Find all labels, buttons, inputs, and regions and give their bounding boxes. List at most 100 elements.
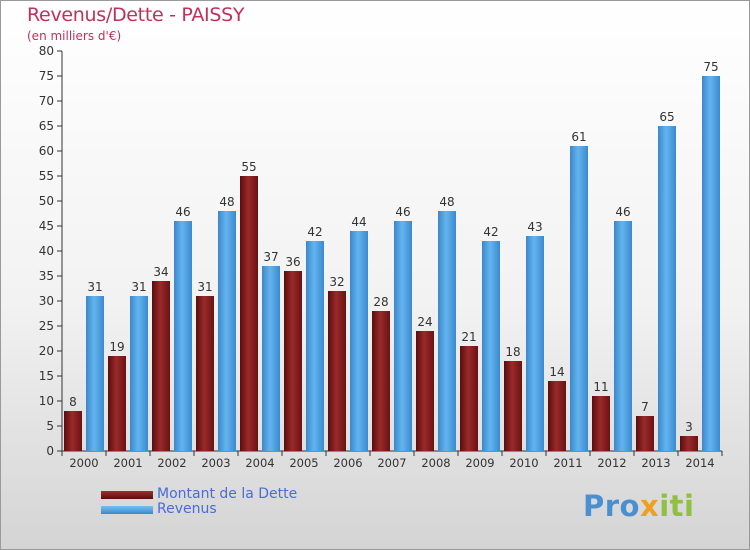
legend-swatch-revenue bbox=[101, 505, 153, 514]
bar-debt bbox=[108, 356, 126, 451]
data-label-debt: 11 bbox=[593, 380, 608, 394]
legend-item-debt: Montant de la Dette bbox=[101, 487, 297, 502]
bar-revenue bbox=[306, 241, 324, 451]
bar-debt bbox=[592, 396, 610, 451]
y-tick-label: 70 bbox=[39, 94, 54, 108]
x-tick-label: 2009 bbox=[465, 456, 494, 470]
data-label-revenue: 46 bbox=[175, 205, 190, 219]
bar-revenue bbox=[86, 296, 104, 451]
y-tick-label: 50 bbox=[39, 194, 54, 208]
data-label-revenue: 31 bbox=[131, 280, 146, 294]
y-tick-label: 40 bbox=[39, 244, 54, 258]
data-label-debt: 7 bbox=[641, 400, 649, 414]
bar-revenue bbox=[350, 231, 368, 451]
data-label-revenue: 42 bbox=[483, 225, 498, 239]
y-tick-label: 55 bbox=[39, 169, 54, 183]
y-tick-label: 15 bbox=[39, 369, 54, 383]
x-tick-label: 2010 bbox=[509, 456, 538, 470]
x-tick-label: 2014 bbox=[685, 456, 714, 470]
bar-debt bbox=[636, 416, 654, 451]
y-tick-label: 60 bbox=[39, 144, 54, 158]
data-label-revenue: 75 bbox=[703, 60, 718, 74]
y-tick-label: 20 bbox=[39, 344, 54, 358]
y-tick-label: 75 bbox=[39, 69, 54, 83]
bar-revenue bbox=[174, 221, 192, 451]
bar-debt bbox=[328, 291, 346, 451]
data-label-debt: 8 bbox=[69, 395, 77, 409]
data-label-debt: 18 bbox=[505, 345, 520, 359]
data-label-debt: 34 bbox=[153, 265, 168, 279]
bar-revenue bbox=[218, 211, 236, 451]
bar-revenue bbox=[526, 236, 544, 451]
bar-debt bbox=[64, 411, 82, 451]
x-tick-label: 2000 bbox=[69, 456, 98, 470]
x-tick-label: 2001 bbox=[113, 456, 142, 470]
x-tick-label: 2011 bbox=[553, 456, 582, 470]
bar-revenue bbox=[438, 211, 456, 451]
legend-item-revenue: Revenus bbox=[101, 502, 297, 517]
y-tick-label: 45 bbox=[39, 219, 54, 233]
logo-part-2: x bbox=[639, 489, 660, 523]
bar-debt bbox=[548, 381, 566, 451]
bar-revenue bbox=[614, 221, 632, 451]
chart-title: Revenus/Dette - PAISSY bbox=[27, 4, 245, 26]
data-label-debt: 19 bbox=[109, 340, 124, 354]
y-tick-label: 30 bbox=[39, 294, 54, 308]
x-tick-label: 2005 bbox=[289, 456, 318, 470]
bar-debt bbox=[680, 436, 698, 451]
bar-debt bbox=[372, 311, 390, 451]
x-tick-label: 2013 bbox=[641, 456, 670, 470]
x-tick-label: 2007 bbox=[377, 456, 406, 470]
data-label-revenue: 44 bbox=[351, 215, 366, 229]
data-label-debt: 3 bbox=[685, 420, 693, 434]
legend-label-revenue: Revenus bbox=[157, 501, 217, 517]
data-label-debt: 32 bbox=[329, 275, 344, 289]
data-label-revenue: 46 bbox=[395, 205, 410, 219]
logo-part-3: iti bbox=[659, 489, 695, 523]
data-label-revenue: 48 bbox=[219, 195, 234, 209]
x-tick-label: 2002 bbox=[157, 456, 186, 470]
bar-revenue bbox=[702, 76, 720, 451]
x-tick-label: 2008 bbox=[421, 456, 450, 470]
bar-debt bbox=[504, 361, 522, 451]
data-label-debt: 24 bbox=[417, 315, 432, 329]
bar-revenue bbox=[570, 146, 588, 451]
data-label-revenue: 43 bbox=[527, 220, 542, 234]
y-tick-label: 65 bbox=[39, 119, 54, 133]
bar-debt bbox=[240, 176, 258, 451]
y-tick-label: 80 bbox=[39, 44, 54, 58]
data-label-revenue: 65 bbox=[659, 110, 674, 124]
y-tick-label: 25 bbox=[39, 319, 54, 333]
bar-debt bbox=[196, 296, 214, 451]
data-label-debt: 28 bbox=[373, 295, 388, 309]
bar-revenue bbox=[130, 296, 148, 451]
y-tick-label: 35 bbox=[39, 269, 54, 283]
bar-debt bbox=[152, 281, 170, 451]
y-tick-label: 10 bbox=[39, 394, 54, 408]
data-label-debt: 55 bbox=[241, 160, 256, 174]
data-label-revenue: 42 bbox=[307, 225, 322, 239]
data-label-revenue: 31 bbox=[87, 280, 102, 294]
proxiti-logo: Proxiti bbox=[583, 489, 694, 523]
bar-revenue bbox=[262, 266, 280, 451]
bar-debt bbox=[284, 271, 302, 451]
bar-revenue bbox=[394, 221, 412, 451]
chart-subtitle: (en milliers d'€) bbox=[27, 29, 122, 43]
y-tick-label: 0 bbox=[46, 444, 54, 458]
data-label-debt: 36 bbox=[285, 255, 300, 269]
data-label-debt: 31 bbox=[197, 280, 212, 294]
x-tick-label: 2003 bbox=[201, 456, 230, 470]
data-label-revenue: 46 bbox=[615, 205, 630, 219]
legend-swatch-debt bbox=[101, 490, 153, 499]
bar-revenue bbox=[658, 126, 676, 451]
data-label-revenue: 37 bbox=[263, 250, 278, 264]
bar-debt bbox=[460, 346, 478, 451]
x-tick-label: 2006 bbox=[333, 456, 362, 470]
x-tick-label: 2004 bbox=[245, 456, 274, 470]
x-tick-label: 2012 bbox=[597, 456, 626, 470]
data-label-debt: 14 bbox=[549, 365, 564, 379]
legend: Montant de la Dette Revenus bbox=[101, 487, 297, 517]
data-label-revenue: 48 bbox=[439, 195, 454, 209]
